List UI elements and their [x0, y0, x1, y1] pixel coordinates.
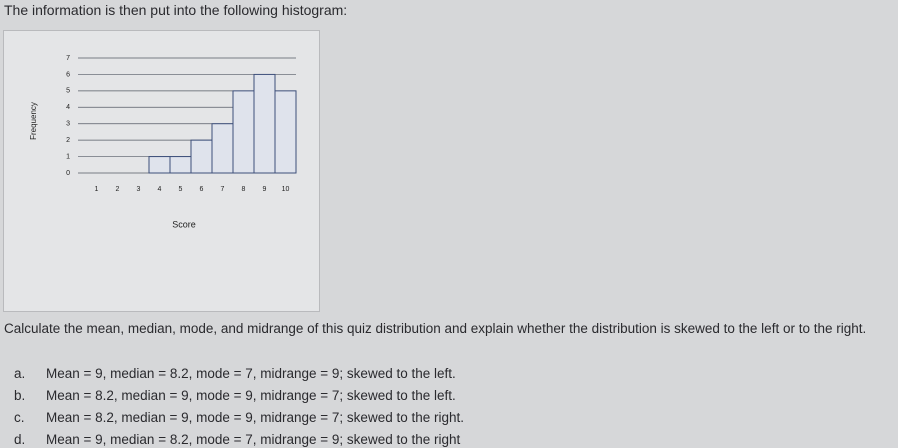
intro-text: The information is then put into the fol… — [4, 2, 348, 18]
option-text: Mean = 9, median = 8.2, mode = 7, midran… — [46, 366, 456, 381]
bar — [190, 139, 213, 174]
y-tick-label: 4 — [66, 104, 70, 111]
option-text: Mean = 8.2, median = 9, mode = 9, midran… — [46, 388, 456, 403]
y-tick-label: 3 — [66, 121, 70, 128]
bar — [274, 90, 297, 174]
bar — [253, 73, 276, 174]
option-text: Mean = 9, median = 8.2, mode = 7, midran… — [46, 432, 461, 447]
y-axis-label: Frequency — [29, 102, 38, 140]
chart-panel: Frequency Score 0 1 2 3 4 5 6 7 1 2 3 4 5 6 7 8 9 10 — [3, 30, 320, 312]
bar — [148, 156, 171, 174]
option-letter: d. — [14, 432, 26, 447]
answer-option[interactable]: c. Mean = 8.2, median = 9, mode = 9, midr… — [14, 410, 464, 425]
option-letter: c. — [14, 410, 25, 425]
x-tick-label: 7 — [221, 186, 225, 193]
answer-option[interactable]: a. Mean = 9, median = 8.2, mode = 7, midr… — [14, 366, 456, 381]
chart: Frequency Score 0 1 2 3 4 5 6 7 1 2 3 4 5 6 7 8 9 10 — [29, 55, 297, 229]
option-text: Mean = 8.2, median = 9, mode = 9, midran… — [46, 410, 464, 425]
x-tick-label: 6 — [200, 186, 204, 193]
x-tick-label: 3 — [137, 186, 141, 193]
answer-option[interactable]: b. Mean = 8.2, median = 9, mode = 9, midr… — [14, 388, 456, 403]
y-tick-label: 0 — [66, 170, 70, 177]
answer-option[interactable]: d. Mean = 9, median = 8.2, mode = 7, midr… — [14, 432, 460, 447]
y-tick-label: 1 — [66, 153, 70, 160]
x-tick-label: 8 — [242, 186, 246, 193]
y-tick-label: 5 — [66, 88, 70, 95]
y-tick-label: 2 — [66, 137, 70, 144]
x-tick-label: 2 — [116, 186, 120, 193]
x-tick-label: 1 — [95, 186, 99, 193]
bar — [232, 90, 255, 174]
option-letter: a. — [14, 366, 26, 381]
x-axis-label: Score — [172, 219, 196, 229]
x-tick-label: 4 — [158, 186, 162, 193]
y-tick-label: 6 — [66, 71, 70, 78]
x-tick-label: 9 — [263, 186, 267, 193]
question: Calculate the mean, median, mode, and mi… — [4, 321, 867, 336]
x-tick-label: 5 — [179, 186, 183, 193]
option-letter: b. — [14, 388, 26, 403]
bar — [169, 156, 192, 174]
x-tick-label: 10 — [282, 186, 290, 193]
bar — [211, 123, 234, 174]
y-tick-label: 7 — [66, 55, 70, 62]
